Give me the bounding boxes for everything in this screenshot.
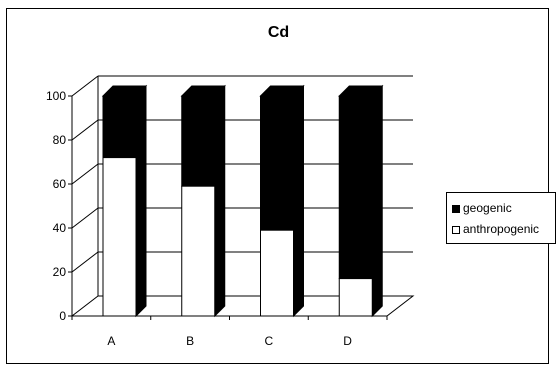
gridline-side-20 — [71, 251, 99, 273]
chart-title: Cd — [267, 24, 290, 41]
chart-legend: geogenic anthropogenic — [446, 192, 556, 244]
legend-swatch-anthropogenic — [452, 225, 460, 234]
bar-anthropogenic-D — [338, 278, 373, 317]
y-tick-label-60: 60 — [53, 177, 67, 191]
legend-label-geogenic: geogenic — [463, 201, 512, 215]
x-tick-label-D: D — [343, 334, 352, 348]
bar-anthropogenic-A — [102, 157, 137, 317]
y-tick-label-100: 100 — [46, 89, 66, 103]
gridline-side-80 — [71, 119, 99, 141]
bar-geogenic-D — [338, 95, 373, 280]
legend-item-geogenic: geogenic — [452, 201, 512, 215]
bar-side-D — [371, 84, 383, 318]
bar-side-A — [135, 84, 147, 318]
x-tick-label-C: C — [265, 334, 274, 348]
bar-anthropogenic-C — [260, 229, 294, 317]
y-tick-label-80: 80 — [53, 133, 67, 147]
y-tick-label-20: 20 — [53, 265, 67, 279]
y-tick-label-40: 40 — [53, 221, 67, 235]
x-tick-label-B: B — [186, 334, 194, 348]
legend-label-anthropogenic: anthropogenic — [463, 222, 540, 236]
legend-swatch-geogenic — [452, 204, 460, 213]
y-tick-label-0: 0 — [59, 309, 66, 323]
bar-geogenic-B — [181, 95, 216, 187]
bar-side-C — [293, 84, 304, 318]
bar-anthropogenic-B — [181, 185, 216, 317]
bar-geogenic-C — [260, 95, 294, 231]
x-tick-label-A: A — [107, 334, 115, 348]
legend-item-anthropogenic: anthropogenic — [452, 222, 539, 236]
bar-side-B — [214, 84, 226, 318]
gridline-side-40 — [71, 207, 99, 229]
bar-geogenic-A — [102, 95, 137, 159]
gridline-side-60 — [71, 163, 99, 185]
gridline-side-100 — [71, 75, 99, 97]
